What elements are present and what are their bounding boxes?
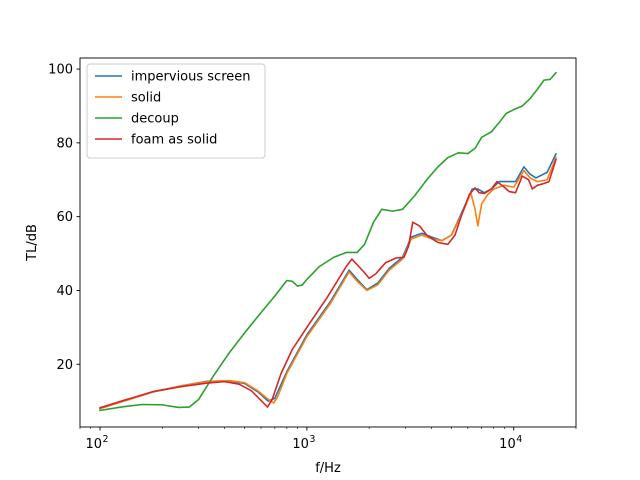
y-tick-label: 80 — [56, 136, 73, 151]
series-line-3 — [99, 158, 557, 409]
y-tick-label: 60 — [56, 210, 73, 225]
series-line-2 — [99, 71, 558, 412]
y-tick-label: 100 — [48, 63, 73, 78]
y-tick-label: 20 — [56, 358, 73, 373]
axes-frame — [79, 57, 577, 428]
series-line-1 — [99, 156, 557, 410]
x-tick-exponent: 2 — [103, 434, 109, 445]
legend-label-2: decoup — [131, 112, 179, 127]
legend-label-0: impervious screen — [131, 70, 251, 85]
legend-label-1: solid — [131, 91, 161, 106]
plot-area — [99, 71, 558, 412]
y-tick-label: 40 — [56, 284, 73, 299]
x-tick-exponent: 4 — [516, 434, 522, 445]
x-tick-exponent: 3 — [309, 434, 315, 445]
legend: impervious screen solid decoup foam as soli… — [86, 63, 266, 159]
y-axis-label: TL/dB — [25, 224, 40, 262]
legend-box — [86, 63, 266, 159]
x-axis-label: f/Hz — [315, 461, 341, 476]
legend-label-3: foam as solid — [131, 133, 217, 148]
